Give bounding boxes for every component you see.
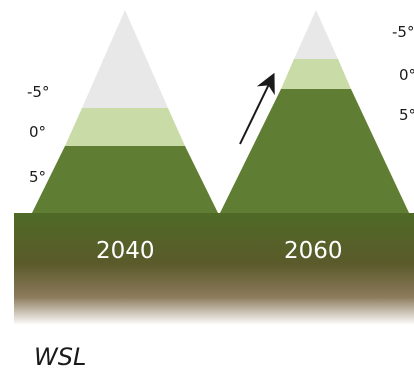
forest-zone-2040	[31, 146, 219, 215]
snow-zone-2040	[82, 10, 168, 108]
temp-label-2040-zero: 0°	[29, 123, 47, 141]
treeline-zone-2060	[281, 59, 351, 89]
snow-zone-2060	[294, 10, 338, 59]
mountain-2040	[31, 10, 219, 215]
temp-label-2060-minus5: -5°	[392, 23, 414, 41]
temp-label-2060-zero: 0°	[399, 66, 414, 84]
temp-label-2040-minus5: -5°	[27, 83, 50, 101]
year-label-2040: 2040	[96, 238, 155, 264]
credit-label: WSL	[34, 343, 87, 371]
ground-band	[14, 213, 414, 325]
temp-label-2060-plus5: 5°	[399, 106, 414, 124]
temp-label-2040-plus5: 5°	[29, 168, 47, 186]
treeline-zone-2040	[65, 108, 185, 146]
mountain-2060	[219, 10, 410, 215]
year-label-2060: 2060	[284, 238, 343, 264]
forest-zone-2060	[219, 89, 410, 215]
arrow-up-right-icon	[239, 72, 275, 145]
